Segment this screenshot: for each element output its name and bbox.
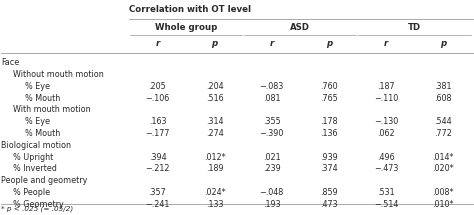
Text: −.473: −.473 [374,164,398,174]
Text: .374: .374 [320,164,337,174]
Text: Without mouth motion: Without mouth motion [13,70,103,79]
Text: p: p [211,39,218,48]
Text: TD: TD [408,23,421,32]
Text: p: p [440,39,446,48]
Text: .133: .133 [206,200,223,209]
Text: .473: .473 [320,200,337,209]
Text: r: r [384,39,388,48]
Text: .187: .187 [377,82,395,91]
Text: .205: .205 [149,82,166,91]
Text: % Geometry: % Geometry [13,200,64,209]
Text: −.177: −.177 [145,129,170,138]
Text: ASD: ASD [290,23,310,32]
Text: .760: .760 [320,82,337,91]
Text: −.514: −.514 [374,200,398,209]
Text: .544: .544 [434,117,452,126]
Text: .394: .394 [149,153,166,162]
Text: Correlation with OT level: Correlation with OT level [129,5,251,14]
Text: % People: % People [13,188,50,197]
Text: .765: .765 [320,94,337,103]
Text: .274: .274 [206,129,223,138]
Text: .496: .496 [377,153,395,162]
Text: .204: .204 [206,82,223,91]
Text: People and geometry: People and geometry [1,176,87,185]
Text: .357: .357 [149,188,166,197]
Text: .772: .772 [434,129,452,138]
Text: −.212: −.212 [145,164,170,174]
Text: .189: .189 [206,164,223,174]
Text: .020*: .020* [432,164,454,174]
Text: .024*: .024* [204,188,226,197]
Text: % Upright: % Upright [13,153,53,162]
Text: Whole group: Whole group [155,23,217,32]
Text: % Eye: % Eye [25,117,50,126]
Text: .381: .381 [434,82,452,91]
Text: % Mouth: % Mouth [25,94,60,103]
Text: −.106: −.106 [146,94,170,103]
Text: .239: .239 [263,164,281,174]
Text: .314: .314 [206,117,223,126]
Text: .010*: .010* [432,200,454,209]
Text: Face: Face [1,58,19,67]
Text: .163: .163 [149,117,166,126]
Text: % Mouth: % Mouth [25,129,60,138]
Text: .531: .531 [377,188,395,197]
Text: −.390: −.390 [260,129,284,138]
Text: Biological motion: Biological motion [1,141,71,150]
Text: .608: .608 [434,94,452,103]
Text: .193: .193 [263,200,281,209]
Text: .355: .355 [263,117,281,126]
Text: * p < .025 (= .05/2): * p < .025 (= .05/2) [1,205,73,212]
Text: % Inverted: % Inverted [13,164,57,174]
Text: .081: .081 [263,94,281,103]
Text: r: r [270,39,274,48]
Text: .859: .859 [320,188,337,197]
Text: .136: .136 [320,129,337,138]
Text: −.241: −.241 [146,200,170,209]
Text: −.083: −.083 [260,82,284,91]
Text: .008*: .008* [432,188,454,197]
Text: .062: .062 [377,129,395,138]
Text: −.110: −.110 [374,94,398,103]
Text: .014*: .014* [432,153,454,162]
Text: −.130: −.130 [374,117,398,126]
Text: .516: .516 [206,94,223,103]
Text: With mouth motion: With mouth motion [13,105,91,114]
Text: .178: .178 [320,117,337,126]
Text: .012*: .012* [204,153,226,162]
Text: −.048: −.048 [260,188,284,197]
Text: % Eye: % Eye [25,82,50,91]
Text: .939: .939 [320,153,337,162]
Text: r: r [155,39,160,48]
Text: p: p [326,39,332,48]
Text: .021: .021 [263,153,281,162]
